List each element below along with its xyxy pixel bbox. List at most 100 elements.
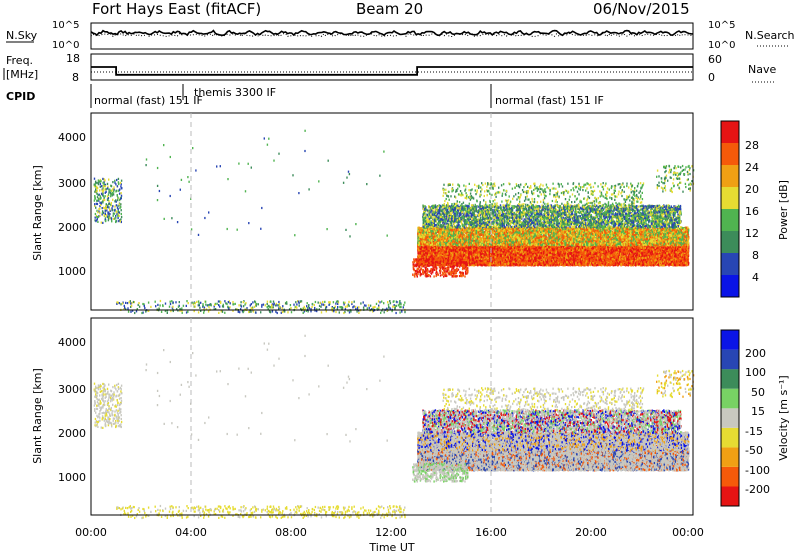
power-cell (240, 301, 241, 303)
power-cell (208, 310, 209, 312)
power-cell (392, 306, 393, 308)
power-cell (100, 183, 101, 185)
power-cell (145, 310, 146, 312)
power-cell (144, 307, 145, 309)
power-cell (399, 306, 400, 308)
noise-left-tick-top: 10^5 (52, 20, 79, 31)
cpid-row: CPID normal (fast) 151 IF themis 3300 IF… (6, 84, 604, 108)
power-cell (235, 303, 236, 305)
power-cell (107, 183, 108, 185)
power-cell (333, 301, 334, 303)
power-cell (96, 203, 97, 205)
power-cell (94, 203, 95, 205)
power-cell (120, 203, 121, 205)
power-cell (335, 311, 336, 313)
power-cell (321, 303, 322, 305)
power-cell (155, 305, 156, 307)
power-cell (128, 311, 129, 313)
noise-panel: N.Sky 10^5 10^0 10^5 10^0 N.Search (6, 20, 795, 51)
power-cell (186, 300, 187, 302)
power-cell (380, 312, 381, 314)
power-cell (383, 302, 384, 304)
power-cell (107, 199, 108, 201)
power-cell (370, 305, 371, 307)
power-cell (254, 300, 255, 302)
power-cell (105, 205, 106, 207)
power-cell (107, 187, 108, 189)
power-cell (343, 312, 344, 314)
power-cell (117, 205, 118, 207)
power-cell (97, 211, 98, 213)
power-cell (222, 305, 223, 307)
power-cell (109, 208, 110, 210)
power-cell (121, 213, 122, 215)
power-cell (96, 186, 97, 188)
power-cell (101, 185, 102, 187)
power-cell (202, 303, 203, 305)
power-cell (94, 197, 95, 199)
power-cell (267, 303, 268, 305)
power-cell (100, 180, 101, 182)
power-cell (238, 304, 239, 306)
power-cell (349, 311, 350, 313)
power-cell (96, 182, 97, 184)
power-cell (252, 301, 253, 303)
power-cell (112, 181, 113, 183)
power-cell (267, 301, 268, 303)
power-cell (119, 302, 120, 304)
noise-search-label: N.Search (745, 29, 795, 42)
power-cell (107, 206, 108, 208)
power-cell (355, 306, 356, 308)
power-cell (343, 302, 344, 304)
power-cell (265, 304, 266, 306)
power-cell (117, 215, 118, 217)
power-cell (188, 302, 189, 304)
power-cell (170, 301, 171, 303)
power-cell (108, 179, 109, 181)
power-cell (95, 213, 96, 215)
power-cell (186, 305, 187, 307)
power-cell (326, 310, 327, 312)
power-cell (114, 206, 115, 208)
power-cell (324, 304, 325, 306)
power-cell (224, 300, 225, 302)
power-cell (396, 305, 397, 307)
power-cell (193, 302, 194, 304)
power-cell (162, 305, 163, 307)
power-cell (134, 312, 135, 314)
power-cell (131, 305, 132, 307)
power-cell (352, 306, 353, 308)
power-cell (98, 183, 99, 185)
power-cell (186, 311, 187, 313)
power-cell (251, 303, 252, 305)
power-cell (119, 193, 120, 195)
cpid-segment-1: normal (fast) 151 IF (94, 94, 203, 107)
power-cell (102, 212, 103, 214)
power-cell (136, 310, 137, 312)
power-cell (337, 300, 338, 302)
power-cell (320, 306, 321, 308)
power-cell (119, 203, 120, 205)
power-cell (121, 195, 122, 197)
power-cell (379, 301, 380, 303)
power-cell (112, 209, 113, 211)
power-cell (106, 208, 107, 210)
power-cell (159, 304, 160, 306)
power-cell (378, 300, 379, 302)
power-cell (122, 302, 123, 304)
power-cell (244, 303, 245, 305)
power-cell (210, 303, 211, 305)
power-cell (150, 306, 151, 308)
power-cell (117, 199, 118, 201)
power-cell (390, 307, 391, 309)
power-cell (117, 185, 118, 187)
power-cell (130, 302, 131, 304)
power-cell (369, 307, 370, 309)
power-cell (112, 205, 113, 207)
power-cell (148, 302, 149, 304)
power-cell (279, 306, 280, 308)
power-cell (108, 189, 109, 191)
power-cell (388, 306, 389, 308)
power-cell (311, 306, 312, 308)
power-cell (208, 306, 209, 308)
